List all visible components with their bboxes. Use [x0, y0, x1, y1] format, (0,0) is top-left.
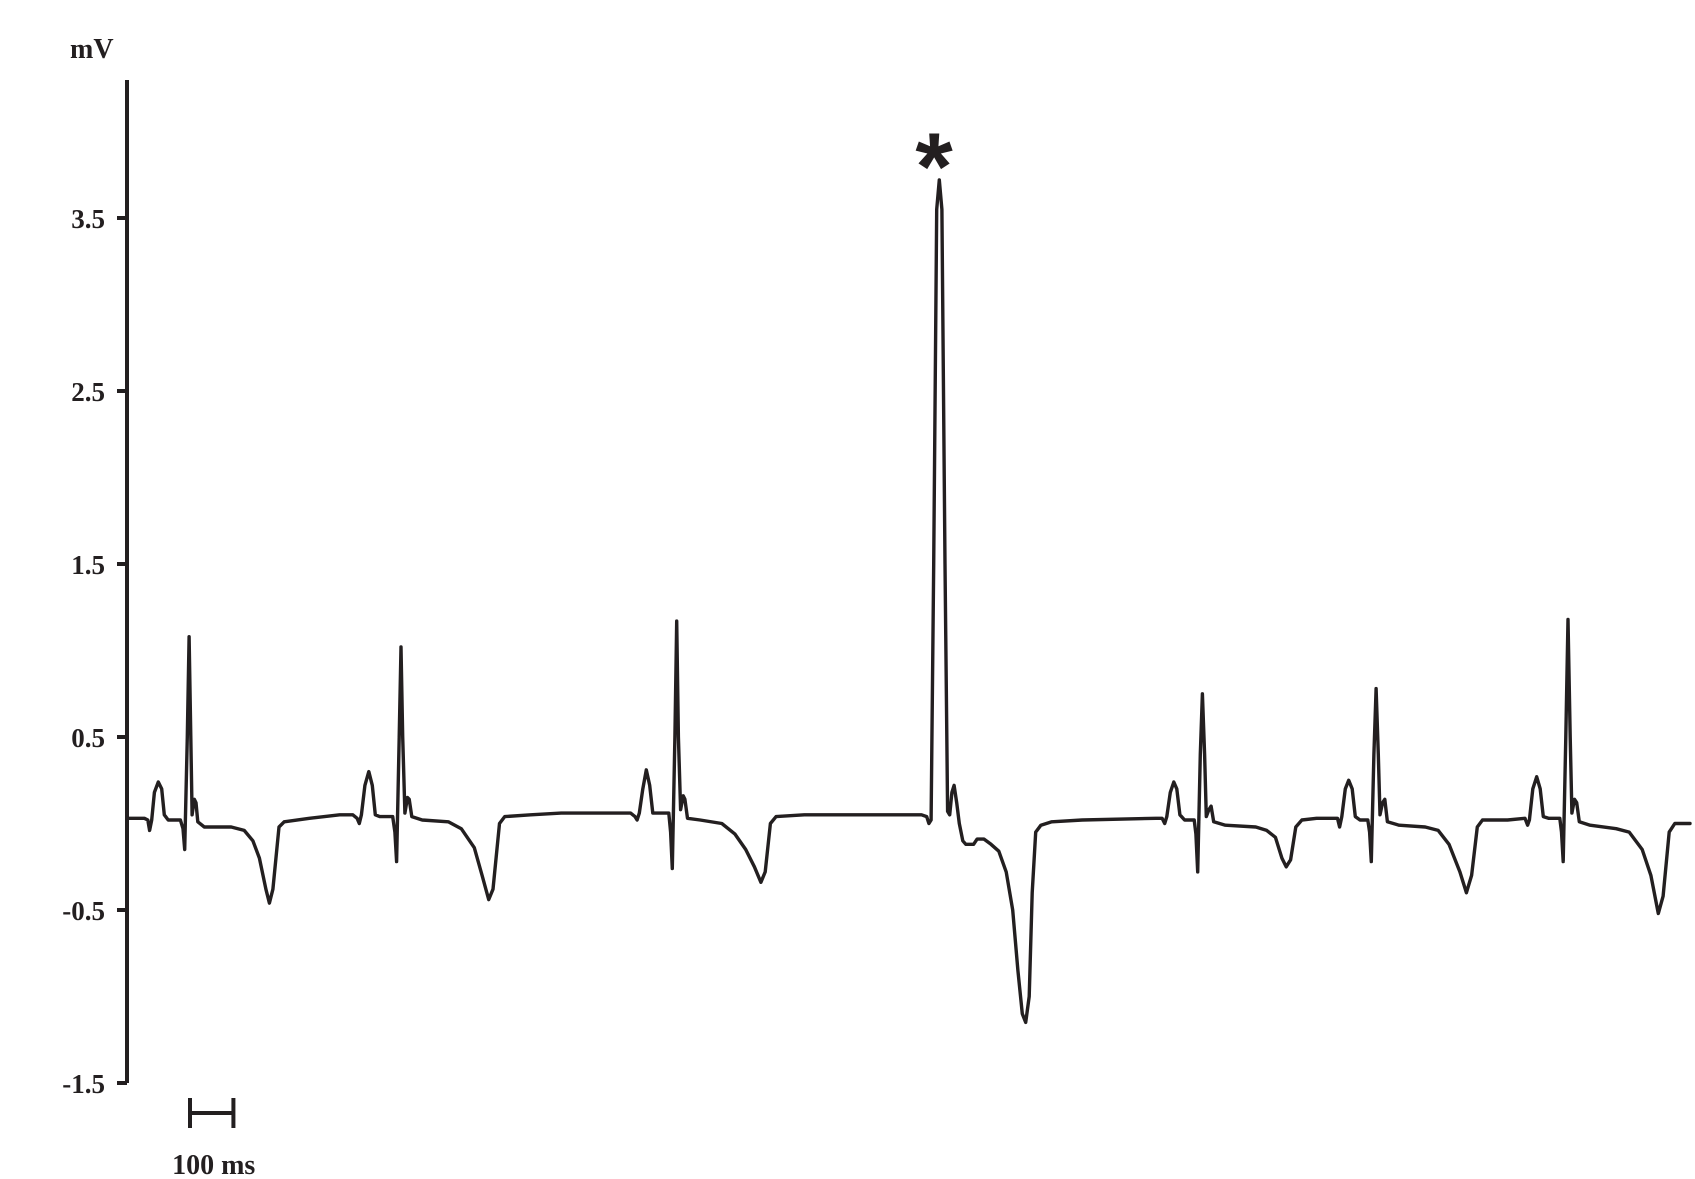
y-tick-label-5: -1.5 [62, 1069, 105, 1099]
time-scale-bar: 100 ms [172, 1098, 255, 1179]
annotation-asterisk: * [915, 114, 953, 221]
ecg-trace [125, 178, 1692, 1025]
y-tick-label-1: 2.5 [71, 377, 105, 407]
y-tick-label-3: 0.5 [71, 723, 105, 753]
y-axis-ticks: 3.5 2.5 1.5 0.5 -0.5 -1.5 [62, 204, 127, 1099]
y-tick-label-2: 1.5 [71, 550, 105, 580]
y-unit-label: mV [70, 34, 114, 65]
scale-bar-label: 100 ms [172, 1150, 255, 1179]
y-tick-label-0: 3.5 [71, 204, 105, 234]
y-tick-label-4: -0.5 [62, 896, 105, 926]
